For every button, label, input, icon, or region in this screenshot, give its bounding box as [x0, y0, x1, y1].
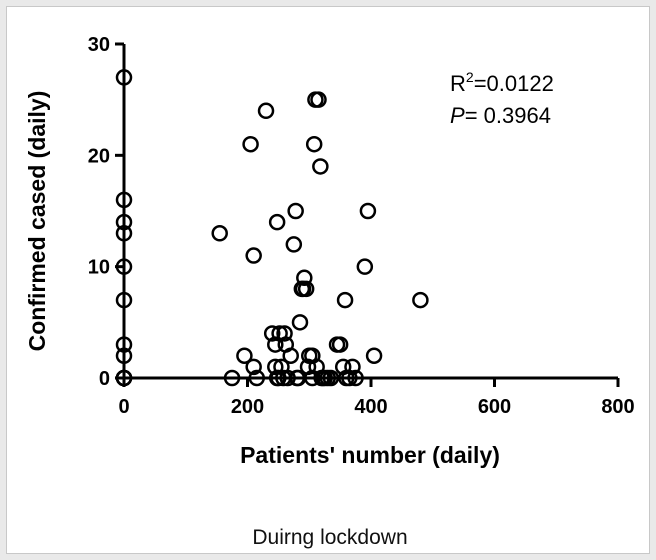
- data-point: [115, 213, 133, 231]
- chart-frame: 0 10 20 30 0 200 400 600 800 Confirmed cased (d…: [6, 6, 650, 554]
- data-point: [312, 158, 329, 175]
- data-point: [223, 369, 241, 387]
- data-point: [267, 358, 284, 376]
- data-point: [305, 135, 323, 153]
- data-points: [115, 69, 429, 387]
- r-squared-annotation: R2=0.0122: [450, 69, 554, 96]
- data-point: [287, 202, 304, 220]
- data-point: [245, 247, 262, 264]
- data-point: [115, 191, 133, 209]
- data-point: [359, 202, 377, 220]
- data-point: [115, 291, 133, 309]
- data-point: [268, 213, 286, 231]
- x-tick-label: 400: [354, 396, 387, 418]
- x-ticks: 0 200 400 600 800: [118, 378, 635, 418]
- y-tick-label: 20: [88, 145, 110, 167]
- data-point: [297, 280, 315, 298]
- data-point: [115, 347, 133, 364]
- p-value-annotation: P= 0.3964: [450, 103, 551, 128]
- data-point: [279, 369, 296, 387]
- data-point: [344, 358, 361, 376]
- r2-superscript: 2: [466, 69, 474, 85]
- data-point: [310, 91, 327, 108]
- y-tick-label: 0: [99, 368, 110, 390]
- data-point: [115, 336, 133, 353]
- data-point: [276, 325, 293, 342]
- data-point: [365, 347, 383, 364]
- data-point: [270, 369, 287, 387]
- data-point: [248, 369, 266, 387]
- data-point: [412, 291, 429, 309]
- data-point: [263, 325, 281, 342]
- data-point: [356, 258, 374, 275]
- data-point: [285, 236, 303, 253]
- r2-value: =0.0122: [474, 71, 554, 96]
- x-tick-label: 800: [601, 396, 634, 418]
- data-point: [236, 347, 253, 364]
- data-point: [336, 291, 354, 309]
- x-tick-label: 0: [118, 396, 129, 418]
- data-point: [115, 369, 133, 387]
- chart-caption: Duirng lockdown: [252, 526, 407, 549]
- data-point: [211, 225, 228, 242]
- data-point: [347, 369, 364, 387]
- y-ticks: 0 10 20 30: [88, 34, 124, 390]
- data-point: [322, 369, 340, 387]
- data-point: [115, 69, 133, 86]
- r2-prefix: R: [450, 71, 466, 96]
- p-label: P: [450, 103, 465, 128]
- data-point: [282, 347, 299, 364]
- x-axis-label: Patients' number (daily): [240, 442, 500, 468]
- data-point: [341, 369, 358, 387]
- data-point: [245, 358, 262, 376]
- x-tick-label: 200: [231, 396, 264, 418]
- x-tick-label: 600: [478, 396, 511, 418]
- data-point: [331, 336, 349, 353]
- scatter-chart: 0 10 20 30 0 200 400 600 800 Confirmed cased (d…: [24, 34, 635, 549]
- p-value: = 0.3964: [465, 103, 551, 128]
- y-tick-label: 30: [88, 34, 110, 56]
- y-tick-label: 10: [88, 257, 110, 279]
- data-point: [115, 258, 133, 275]
- data-point: [242, 135, 259, 153]
- data-point: [115, 225, 133, 242]
- y-axis-label: Confirmed cased (daily): [24, 91, 50, 352]
- data-point: [296, 269, 313, 287]
- data-point: [291, 314, 309, 331]
- data-point: [257, 102, 275, 120]
